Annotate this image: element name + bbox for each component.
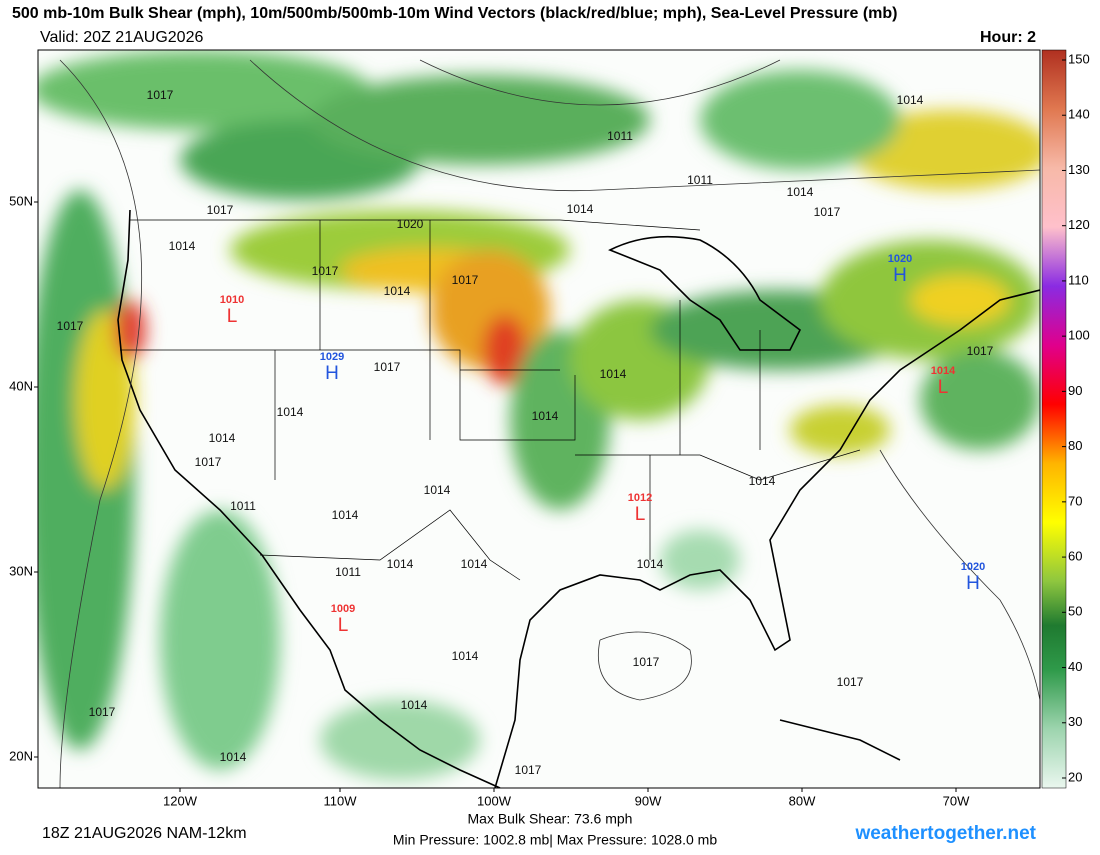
isobar-label: 1017 xyxy=(89,705,116,719)
isobar-label: 1017 xyxy=(374,360,401,374)
center-letter: H xyxy=(893,265,907,286)
isobar-label: 1014 xyxy=(532,409,559,423)
colorbar-label: 70 xyxy=(1068,493,1082,508)
isobar-label: 1014 xyxy=(169,239,196,253)
isobar-label: 1014 xyxy=(637,557,664,571)
lon-label: 120W xyxy=(163,793,198,808)
center-pressure: 1029 xyxy=(320,351,344,363)
center-letter: L xyxy=(635,504,646,525)
lon-label: 80W xyxy=(789,793,816,808)
isobar-label: 1017 xyxy=(452,273,479,287)
isobar-label: 1014 xyxy=(277,405,304,419)
map-area: 1017101110111014101410171014101710201014… xyxy=(38,50,1040,788)
isobar-label: 1014 xyxy=(461,557,488,571)
colorbar-label: 150 xyxy=(1068,51,1090,66)
forecast-hour: Hour: 2 xyxy=(980,29,1036,46)
lon-label: 90W xyxy=(635,793,662,808)
isobar-label: 1014 xyxy=(401,698,428,712)
map-frame xyxy=(37,49,1041,789)
max-shear: Max Bulk Shear: 73.6 mph xyxy=(468,811,633,827)
colorbar-label: 140 xyxy=(1068,107,1090,122)
borders xyxy=(120,219,861,581)
isobar-label: 1011 xyxy=(335,565,361,579)
colorbar-label: 50 xyxy=(1068,604,1082,619)
valid-time: Valid: 20Z 21AUG2026 xyxy=(40,29,203,46)
isobar-label: 1017 xyxy=(312,264,339,278)
isobar-label: 1011 xyxy=(607,129,633,143)
axis-labels: 50N 40N 30N 20N 120W 110W 100W 90W 80W 70W xyxy=(9,193,970,808)
isobar-label: 1017 xyxy=(207,203,234,217)
isobar-labels: 1017101110111014101410171014101710201014… xyxy=(57,88,994,777)
colorbar-label: 110 xyxy=(1068,272,1089,287)
isobar-label: 1017 xyxy=(515,763,542,777)
isobar-label: 1011 xyxy=(230,499,256,513)
lat-label: 40N xyxy=(9,378,33,393)
isobar-label: 1014 xyxy=(209,431,236,445)
lat-label: 20N xyxy=(9,748,33,763)
isobar-label: 1014 xyxy=(424,483,451,497)
center-pressure: 1009 xyxy=(331,603,355,615)
isobar-label: 1017 xyxy=(814,205,841,219)
center-letter: H xyxy=(966,573,980,594)
colorbar-label: 20 xyxy=(1068,769,1082,784)
isobar-label: 1017 xyxy=(633,655,660,669)
isobar-label: 1014 xyxy=(600,367,627,381)
colorbar-label: 90 xyxy=(1068,383,1082,398)
model-run: 18Z 21AUG2026 NAM-12km xyxy=(42,825,247,842)
colorbar-label: 30 xyxy=(1068,714,1082,729)
center-letter: H xyxy=(325,363,339,384)
lon-label: 100W xyxy=(477,793,512,808)
isobar-label: 1014 xyxy=(332,508,359,522)
isobar-label: 1014 xyxy=(452,649,479,663)
center-pressure: 1014 xyxy=(931,365,956,377)
colorbar-label: 80 xyxy=(1068,438,1082,453)
isobar-label: 1014 xyxy=(749,474,776,488)
colorbar-label: 120 xyxy=(1068,217,1090,232)
colorbar-label: 100 xyxy=(1068,328,1090,343)
center-pressure: 1010 xyxy=(220,294,244,306)
isobar-label: 1017 xyxy=(967,344,994,358)
colorbar-label: 40 xyxy=(1068,659,1082,674)
pressure-range: Min Pressure: 1002.8 mb| Max Pressure: 1… xyxy=(393,832,717,848)
isobar-label: 1014 xyxy=(897,93,924,107)
colorbar-label: 60 xyxy=(1068,549,1082,564)
isobar-label: 1017 xyxy=(837,675,864,689)
isobar-label: 1017 xyxy=(57,319,84,333)
lon-label: 110W xyxy=(324,793,358,808)
isobar-label: 1020 xyxy=(397,217,424,231)
center-pressure: 1012 xyxy=(628,492,652,504)
center-letter: L xyxy=(938,377,949,398)
center-pressure: 1020 xyxy=(888,253,912,265)
center-letter: L xyxy=(338,615,349,636)
title: 500 mb-10m Bulk Shear (mph), 10m/500mb/5… xyxy=(12,5,897,22)
isobar-label: 1011 xyxy=(687,173,713,187)
site-credit: weathertogether.net xyxy=(854,823,1036,844)
isobar-label: 1014 xyxy=(384,284,411,298)
isobar-label: 1017 xyxy=(147,88,174,102)
colorbar xyxy=(1041,49,1067,789)
colorbar-label: 130 xyxy=(1068,162,1090,177)
isobar-label: 1014 xyxy=(567,202,594,216)
isobar-label: 1014 xyxy=(220,750,247,764)
isobars xyxy=(59,59,1040,788)
colorbar-ticks: 150 140 130 120 110 100 90 80 70 60 50 40 30 20 xyxy=(1062,51,1090,784)
center-letter: L xyxy=(227,306,238,327)
lat-label: 50N xyxy=(9,193,33,208)
isobar-label: 1014 xyxy=(787,185,814,199)
lat-label: 30N xyxy=(9,563,33,578)
center-pressure: 1020 xyxy=(961,561,985,573)
isobar-label: 1014 xyxy=(387,557,414,571)
isobar-label: 1017 xyxy=(195,455,222,469)
lon-label: 70W xyxy=(943,793,970,808)
